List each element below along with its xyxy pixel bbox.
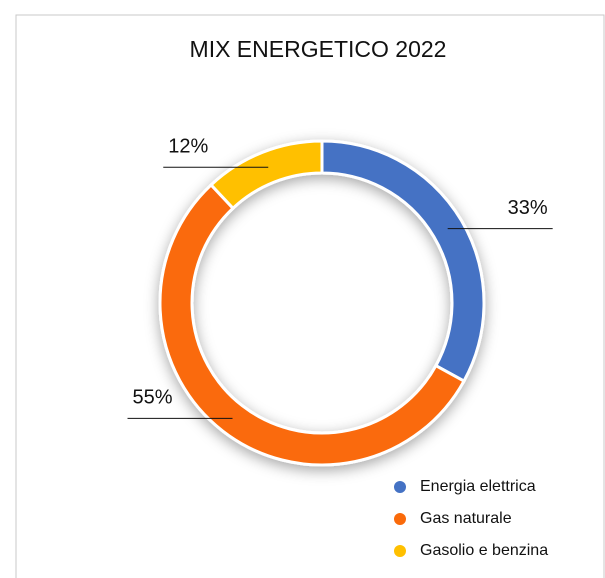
slice — [158, 182, 467, 467]
legend-swatch — [394, 513, 406, 525]
data-label: 33% — [508, 197, 548, 219]
frame — [15, 14, 605, 578]
data-label: 12% — [168, 136, 208, 158]
chart-title: MIX ENERGETICO 2022 — [190, 36, 447, 62]
legend-swatch — [394, 481, 406, 493]
legend-label: Gas naturale — [420, 510, 512, 527]
legend-label: Energia elettrica — [420, 478, 536, 495]
donut — [158, 139, 486, 467]
legend-label: Gasolio e benzina — [420, 542, 548, 559]
slice — [208, 139, 324, 211]
legend-swatch — [394, 545, 406, 557]
data-label: 55% — [132, 387, 172, 409]
